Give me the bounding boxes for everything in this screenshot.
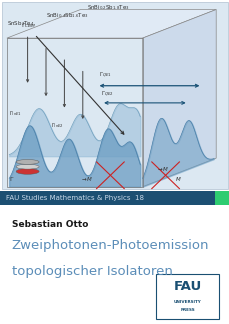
Text: PRESS: PRESS: [179, 308, 194, 312]
Text: Zweiphotonen-Photoemission: Zweiphotonen-Photoemission: [11, 238, 208, 252]
Text: $\rightarrow M$: $\rightarrow M$: [156, 165, 169, 173]
Polygon shape: [142, 9, 215, 187]
Text: $\Gamma_{InE2}$: $\Gamma_{InE2}$: [50, 121, 63, 130]
Ellipse shape: [16, 168, 39, 174]
Ellipse shape: [16, 159, 39, 164]
Text: FAU: FAU: [173, 280, 201, 293]
Text: $\mathrm{SnBi_{0.2}Sb_{1.8}Te_3}$: $\mathrm{SnBi_{0.2}Sb_{1.8}Te_3}$: [87, 4, 129, 12]
Bar: [214, 191, 229, 205]
Text: $\mathrm{SnBi_{0.4}Sb_{1.6}Te_3}$: $\mathrm{SnBi_{0.4}Sb_{1.6}Te_3}$: [46, 11, 88, 20]
Text: UNIVERSITY: UNIVERSITY: [173, 300, 200, 304]
Bar: [156, 274, 218, 319]
Text: $\rightarrow M$: $\rightarrow M$: [80, 175, 93, 183]
Text: $\Gamma_{CBM}$: $\Gamma_{CBM}$: [21, 22, 36, 30]
Text: $\Gamma_{QE2}$: $\Gamma_{QE2}$: [101, 90, 113, 99]
Text: $M$: $M$: [174, 175, 181, 183]
Text: FAU Studies Mathematics & Physics  18: FAU Studies Mathematics & Physics 18: [6, 195, 143, 201]
Text: topologischer Isolatoren: topologischer Isolatoren: [11, 265, 172, 278]
Text: Sebastian Otto: Sebastian Otto: [11, 220, 87, 229]
Text: $\Gamma_{InE1}$: $\Gamma_{InE1}$: [9, 109, 22, 118]
Bar: [7, 38, 142, 187]
Text: $\Gamma$: $\Gamma$: [9, 175, 15, 183]
Polygon shape: [7, 9, 215, 38]
Ellipse shape: [16, 164, 39, 169]
Text: $\mathrm{SnSb_2Te_4}$: $\mathrm{SnSb_2Te_4}$: [7, 19, 34, 28]
Text: $\Gamma_{QE1}$: $\Gamma_{QE1}$: [98, 71, 111, 80]
